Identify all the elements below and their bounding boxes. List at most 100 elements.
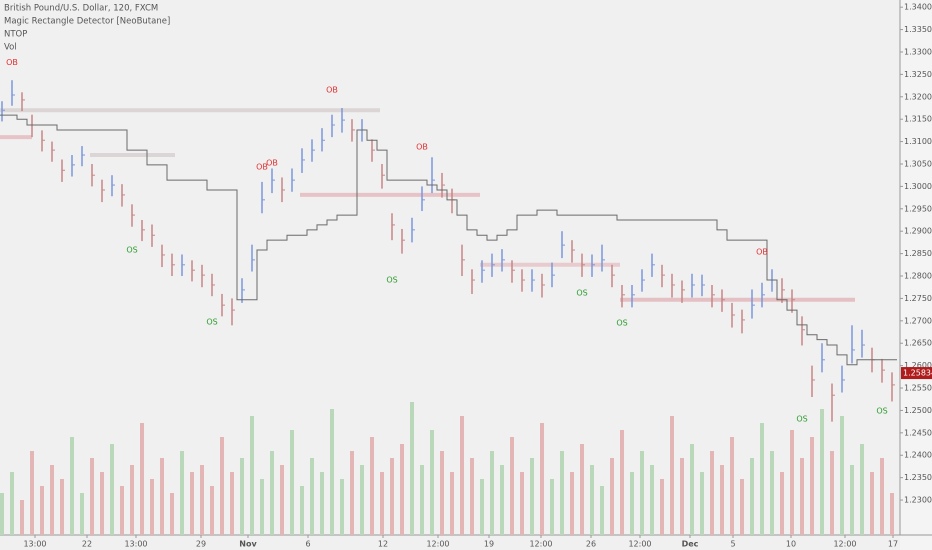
y-tick-label: 1.28500 [904,249,932,258]
volume-bar [820,409,824,535]
volume-bar [330,409,334,535]
volume-bar [480,479,484,535]
y-tick-label: 1.26000 [904,361,932,370]
volume-bar [210,486,214,535]
volume-bar [110,444,114,535]
x-tick-label: 12:00 [426,540,449,549]
volume-bar [370,437,374,535]
plot-area [0,0,900,535]
y-tick-label: 1.29500 [904,204,932,213]
volume-bar [30,451,34,535]
x-tick-label: 5 [730,540,735,549]
signal-label: OB [326,86,338,95]
volume-bar [640,451,644,535]
y-tick-label: 1.24500 [904,428,932,437]
y-tick-label: 1.23500 [904,473,932,482]
volume-bar [50,465,54,535]
volume-bar [550,479,554,535]
volume-bar [270,451,274,535]
signal-label: OS [796,414,807,423]
signal-label: OS [386,276,397,285]
x-tick-label: 12:00 [628,540,651,549]
volume-bar [540,423,544,535]
volume-bar [420,465,424,535]
volume-bar [630,472,634,535]
volume-bar [470,458,474,535]
y-tick-label: 1.25500 [904,384,932,393]
signal-label: OS [876,406,887,415]
volume-bar [650,465,654,535]
volume-bar [310,458,314,535]
volume-bar [690,444,694,535]
volume-bar [160,458,164,535]
y-tick-label: 1.24000 [904,451,932,460]
signal-label: OB [756,247,768,256]
indicator-label: Magic Rectangle Detector [NeoButane] [4,17,170,27]
volume-bar [130,465,134,535]
volume-bar [70,437,74,535]
x-tick-label: 12 [378,540,388,549]
y-tick-label: 1.32500 [904,70,932,79]
x-tick-label: Dec [682,540,699,549]
x-tick-label: 12:00 [833,540,856,549]
volume-bar [440,451,444,535]
volume-bar [680,458,684,535]
volume-bar [860,444,864,535]
y-tick-label: 1.23000 [904,496,932,505]
signal-label: OB [416,142,428,151]
volume-bar [590,465,594,535]
volume-bar [380,472,384,535]
y-tick-label: 1.32000 [904,92,932,101]
volume-bar [780,472,784,535]
volume-bar [510,437,514,535]
volume-bar [300,486,304,535]
volume-bar [260,479,264,535]
volume-bar [700,472,704,535]
signal-label: OB [266,159,278,168]
volume-bar [720,465,724,535]
last-price-box [901,367,932,380]
y-tick-label: 1.31000 [904,137,932,146]
y-tick-label: 1.33500 [904,25,932,34]
volume-bar [520,472,524,535]
volume-bar [870,472,874,535]
volume-bar [0,493,4,535]
volume-bar [410,402,414,535]
volume-bar [230,472,234,535]
price-axis [900,0,932,550]
volume-bar [190,472,194,535]
volume-bar [850,465,854,535]
volume-bar [670,416,674,535]
signal-label: OS [126,246,137,255]
volume-bar [320,472,324,535]
volume-bar [170,493,174,535]
volume-bar [340,479,344,535]
volume-bar [570,472,574,535]
indicator-label: Vol [4,43,17,53]
volume-bar [140,423,144,535]
volume-bar [180,451,184,535]
chart-title: British Pound/U.S. Dollar, 120, FXCM [4,4,158,14]
x-tick-label: 6 [305,540,310,549]
volume-bar [250,416,254,535]
volume-bar [880,458,884,535]
ntop-line [0,114,897,366]
y-tick-label: 1.30000 [904,182,932,191]
volume-bar [200,465,204,535]
x-tick-label: Nov [239,540,257,549]
signal-label: OS [206,318,217,327]
volume-bar [430,430,434,535]
volume-bar [600,486,604,535]
volume-bar [560,451,564,535]
y-tick-label: 1.25000 [904,406,932,415]
y-tick-label: 1.34000 [904,3,932,12]
x-tick-label: 13:00 [124,540,147,549]
signal-label: OS [576,289,587,298]
volume-bar [290,430,294,535]
y-tick-label: 1.26500 [904,339,932,348]
volume-bar [490,451,494,535]
volume-bar [530,458,534,535]
volume-bar [280,465,284,535]
volume-bar [460,416,464,535]
y-tick-label: 1.30500 [904,159,932,168]
